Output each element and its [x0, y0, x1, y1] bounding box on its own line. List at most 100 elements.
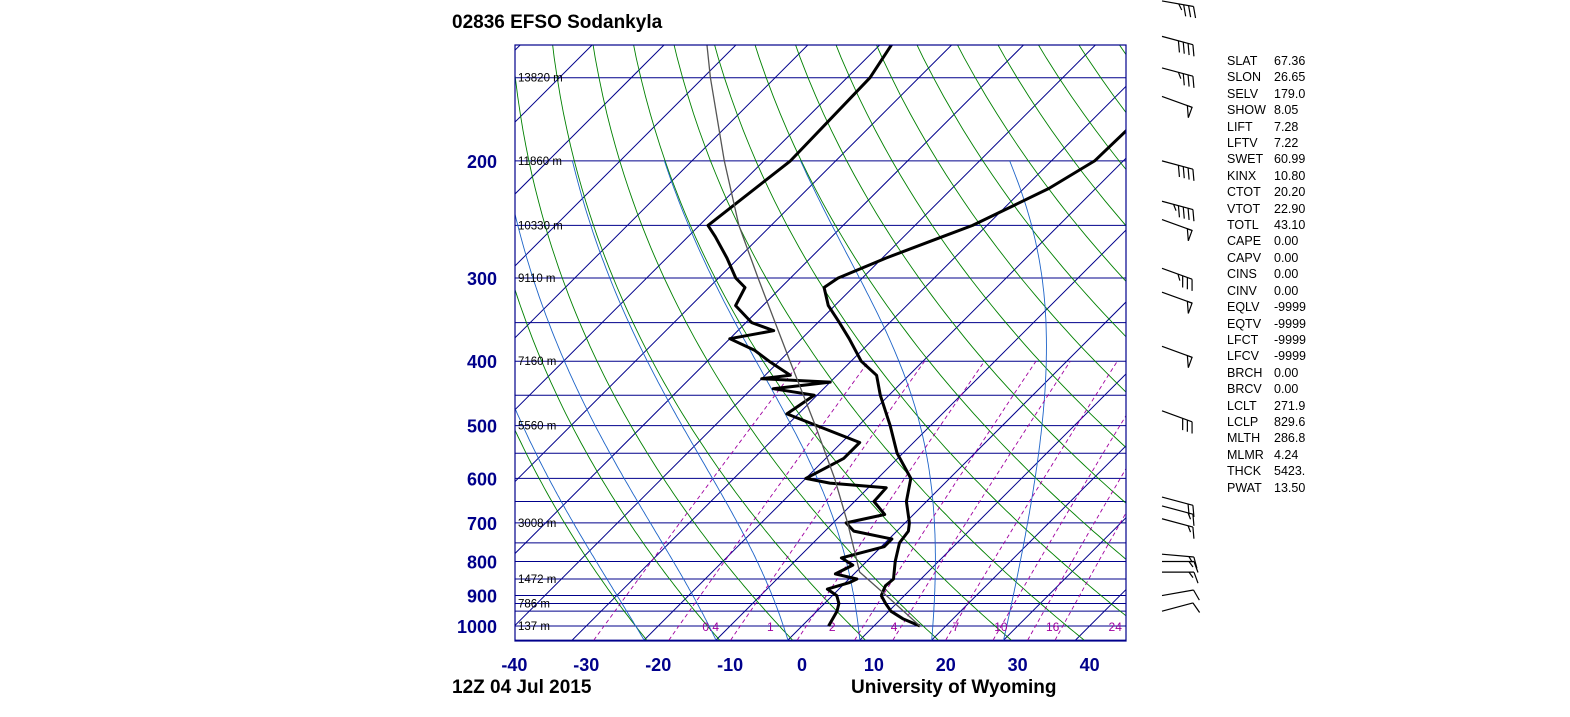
index-name: EQTV	[1227, 316, 1262, 331]
wind-barb	[1161, 200, 1195, 222]
chart-title: 02836 EFSO Sodankyla	[452, 12, 663, 33]
mixing-ratio-line	[668, 360, 870, 641]
index-name: SLAT	[1227, 54, 1258, 68]
index-row: PWAT 13.50	[1227, 480, 1306, 496]
temperature-tick-label: -40	[501, 655, 527, 675]
isotherm-line	[1075, 588, 1126, 641]
wind-barb	[1161, 589, 1200, 601]
moist-adiabat-line	[663, 160, 861, 641]
index-row: SLON 26.65	[1227, 69, 1306, 85]
temperature-tick-label: -20	[645, 655, 671, 675]
index-name: TOTL	[1227, 218, 1259, 233]
index-name: SLON	[1227, 70, 1262, 85]
index-name: CAPV	[1227, 250, 1262, 265]
index-name: KINX	[1227, 168, 1257, 183]
index-name: LCLP	[1227, 414, 1259, 429]
index-name: SELV	[1227, 86, 1259, 101]
dry-adiabat-line	[714, 45, 1126, 617]
dry-adiabat-line	[916, 45, 1126, 338]
isotherm-line	[715, 229, 1126, 641]
index-value: -9999	[1274, 316, 1306, 331]
index-row: CAPV 0.00	[1227, 250, 1306, 266]
index-row: KINX 10.80	[1227, 168, 1306, 184]
height-label: 11860 m	[518, 156, 562, 168]
index-row: THCK 5423.	[1227, 463, 1306, 479]
dry-adiabat-line	[1142, 0, 1570, 640]
index-row: CTOT 20.20	[1227, 184, 1306, 200]
dry-adiabat-line	[515, 429, 648, 641]
index-row: BRCH 0.00	[1227, 365, 1306, 381]
index-name: LFTV	[1227, 136, 1258, 151]
wind-barb	[1161, 518, 1195, 539]
index-row: SLAT 67.36	[1227, 53, 1306, 69]
temperature-tick-label: 0	[797, 655, 807, 675]
index-value: 22.90	[1274, 201, 1306, 216]
index-value: 286.8	[1274, 431, 1306, 446]
mixing-ratio-line	[730, 360, 925, 641]
index-row: VTOT 22.90	[1227, 201, 1306, 217]
wind-barb	[1161, 35, 1195, 57]
isotherm-line	[515, 45, 1025, 555]
dry-adiabat-line	[956, 45, 1126, 283]
index-value: 8.05	[1274, 103, 1299, 118]
pressure-tick-label: 300	[467, 269, 497, 289]
index-row: TOTL 43.10	[1227, 217, 1306, 233]
index-name: EQLV	[1227, 300, 1260, 315]
mixing-ratio-label: 32	[1151, 620, 1165, 634]
index-value: 0.00	[1274, 382, 1299, 397]
moist-adiabat-line	[571, 160, 789, 641]
index-row: BRCV 0.00	[1227, 381, 1306, 397]
index-value: 829.6	[1274, 414, 1306, 429]
wind-barb	[1162, 571, 1199, 584]
dry-adiabat-line	[633, 45, 1012, 641]
index-name: BRCH	[1227, 365, 1263, 380]
isotherm-line	[931, 445, 1126, 641]
index-row: LFTV 7.22	[1227, 135, 1306, 151]
isotherm-line	[515, 45, 665, 195]
index-name: LCLT	[1227, 398, 1257, 413]
index-row: LCLT 271.9	[1227, 398, 1306, 414]
index-value: 13.50	[1274, 480, 1306, 495]
isotherm-line	[515, 45, 521, 51]
dry-adiabat-line	[515, 70, 793, 641]
index-row: LFCT -9999	[1227, 332, 1306, 348]
isotherm-line	[515, 45, 809, 339]
index-value: 43.10	[1274, 218, 1306, 233]
mixing-ratio-label: 10	[994, 620, 1008, 634]
temperature-tick-label: -30	[573, 655, 599, 675]
index-value: 20.20	[1274, 185, 1306, 200]
dry-adiabat-line	[795, 45, 1126, 504]
index-name: CTOT	[1227, 185, 1261, 200]
plot-frame	[514, 44, 1127, 642]
index-name: VTOT	[1227, 201, 1261, 216]
dry-adiabat-line	[835, 45, 1126, 449]
temperature-tick-label: 40	[1080, 655, 1100, 675]
index-value: 0.00	[1274, 234, 1299, 249]
isotherm-line	[643, 157, 1126, 641]
index-row: SWET 60.99	[1227, 151, 1306, 167]
wind-barb	[1161, 410, 1193, 434]
height-label: 3008 m	[518, 518, 556, 530]
pressure-tick-label: 1000	[457, 617, 497, 637]
index-name: MLTH	[1227, 431, 1261, 446]
moist-adiabat-line	[515, 407, 645, 641]
wind-barb	[1162, 560, 1199, 573]
index-row: EQLV -9999	[1227, 299, 1306, 315]
index-value: 7.28	[1274, 119, 1299, 134]
isotherm-line	[1003, 516, 1126, 641]
wind-barb	[1161, 160, 1195, 181]
height-label: 5560 m	[518, 421, 556, 433]
temperature-profile-line	[822, 128, 1126, 628]
height-label: 137 m	[518, 621, 550, 633]
mixing-ratio-label: 1	[767, 620, 774, 634]
isotherm-line	[1147, 0, 1570, 640]
height-label: 9110 m	[518, 273, 556, 285]
index-name: LFCT	[1227, 332, 1259, 347]
index-value: 0.00	[1274, 250, 1299, 265]
mixing-ratio-line	[796, 360, 985, 641]
isotherm-line	[0, 0, 533, 640]
index-name: SHOW	[1227, 103, 1266, 118]
isotherm-line	[515, 45, 737, 267]
wind-barb	[1161, 218, 1193, 242]
wind-barb	[1161, 95, 1193, 118]
